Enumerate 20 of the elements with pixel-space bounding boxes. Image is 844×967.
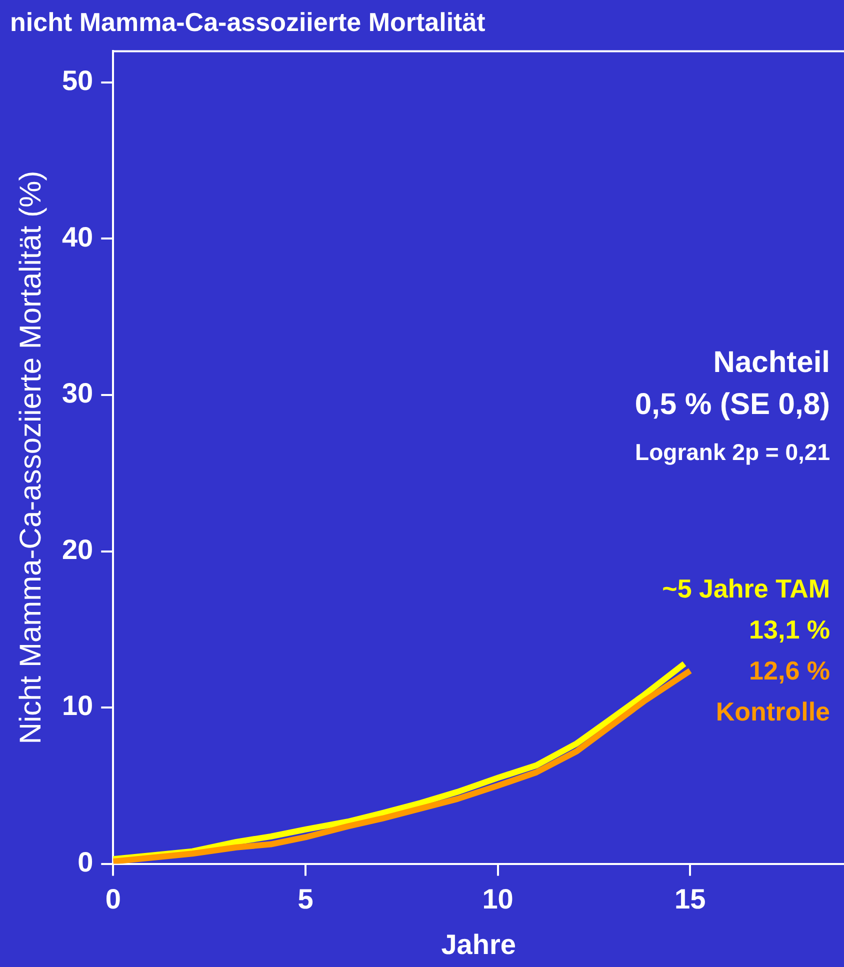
x-tick-label: 5 [298, 883, 314, 914]
series-label: Kontrolle [716, 696, 830, 726]
y-tick-label: 20 [62, 534, 94, 565]
annotation: 13,1 % [749, 614, 830, 644]
x-tick-label: 0 [105, 883, 121, 914]
y-axis-title: Nicht Mamma-Ca-assoziierte Mortalität (%) [14, 170, 48, 744]
y-tick-label: 40 [62, 221, 94, 252]
text: ~5 Jahre TAM [662, 574, 830, 604]
y-tick-label: 10 [62, 690, 94, 722]
y-tick-label: 50 [62, 65, 94, 96]
x-axis-title: Jahre [441, 928, 516, 960]
annotation: Nachteil [713, 346, 830, 380]
chart-title: nicht Mamma-Ca-assoziierte Mortalität [10, 6, 486, 37]
x-tick-label: 10 [482, 883, 514, 914]
y-tick-label: 0 [78, 846, 94, 878]
annotation: 0,5 % (SE 0,8) [634, 388, 830, 422]
y-tick-label: 30 [62, 378, 94, 409]
annotation: 12,6 % [749, 656, 830, 686]
annotation: Logrank 2p = 0,21 [635, 439, 830, 466]
x-tick-label: 15 [674, 883, 706, 914]
